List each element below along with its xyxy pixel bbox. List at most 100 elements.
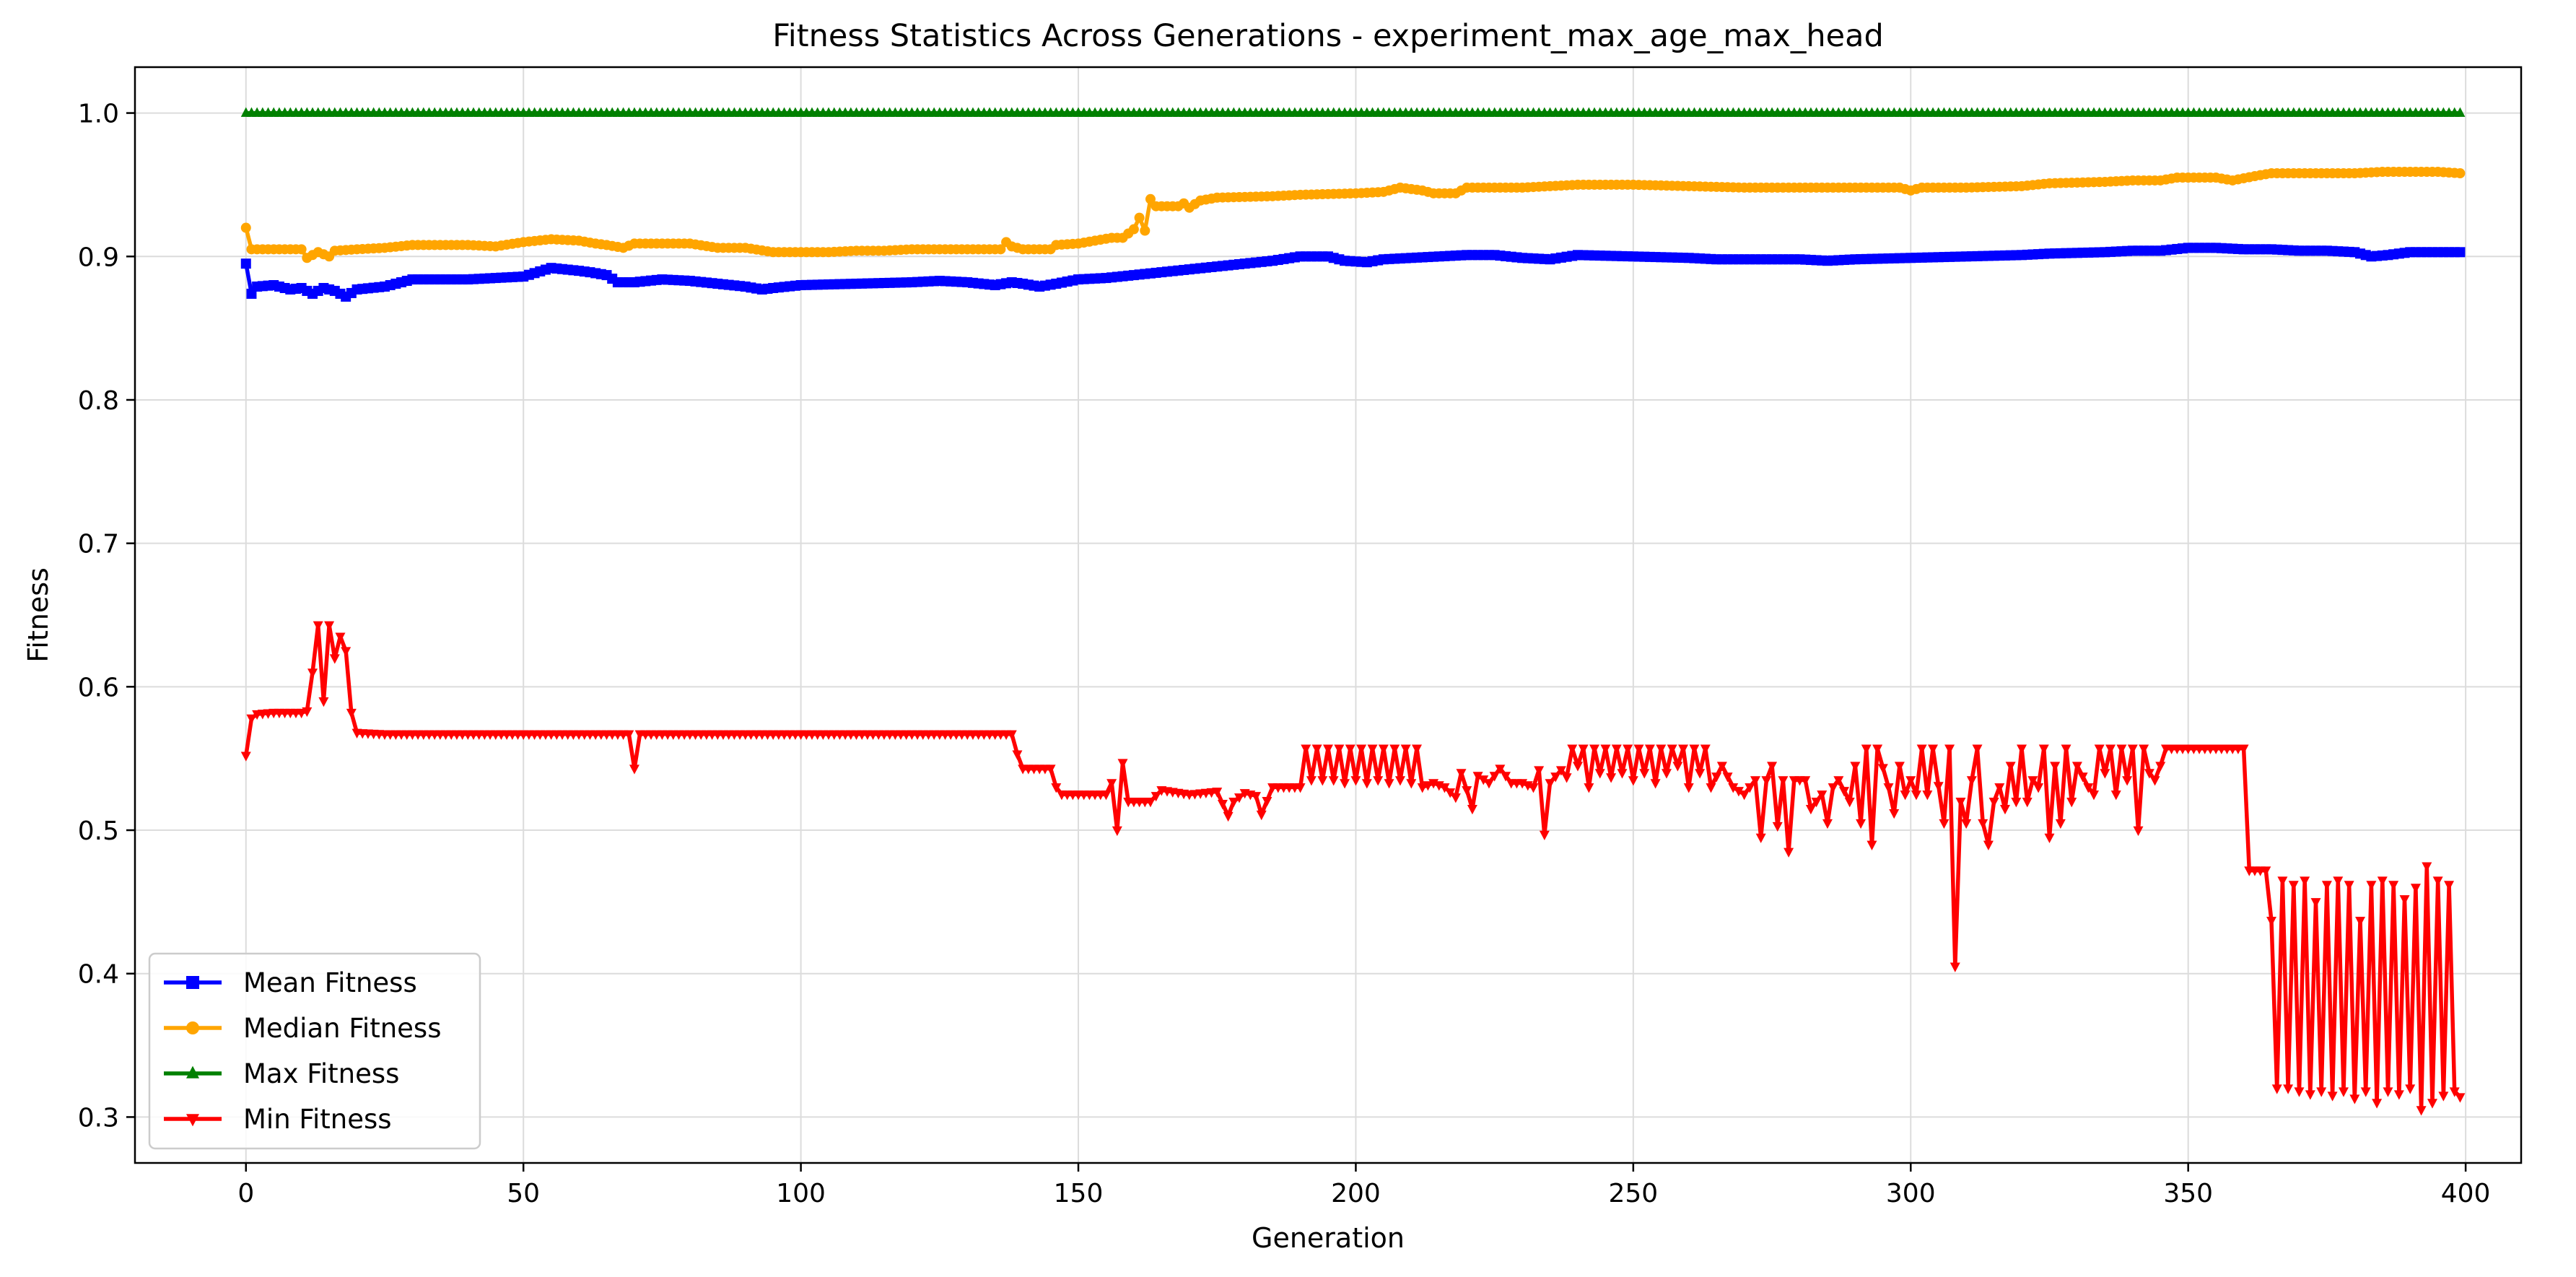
min-fitness-point [1262,797,1272,807]
min-fitness-point [2432,876,2443,886]
min-fitness-point [2410,884,2421,894]
min-fitness-point [1356,744,1367,754]
min-fitness-point [1340,779,1350,789]
min-fitness-point [1639,769,1650,779]
min-fitness-point [2149,776,2160,786]
min-fitness-point [1800,776,1811,786]
min-fitness-point [2061,744,2071,754]
min-fitness-point [1623,744,1633,754]
min-fitness-point [1611,744,1622,754]
median-fitness-point [1128,224,1139,235]
min-fitness-point [1728,783,1739,793]
min-fitness-point [302,707,313,718]
min-fitness-point [1856,819,1866,829]
max-fitness-series [240,107,2466,117]
min-fitness-point [1955,798,1966,808]
y-tick-label: 0.8 [78,386,119,416]
chart-legend: Mean Fitness Median Fitness Max Fitness Min… [148,952,481,1150]
min-fitness-point [1251,792,1262,802]
median-fitness-point [1134,212,1145,223]
min-fitness-point [1223,811,1234,822]
min-fitness-point [1483,779,1494,789]
plot-frame [134,66,2523,1164]
legend-item-mean-fitness: Mean Fitness [164,967,417,998]
legend-label: Median Fitness [243,1013,441,1044]
min-fitness-point [1350,776,1361,786]
legend-item-median-fitness: Median Fitness [164,1013,441,1044]
min-fitness-point [1594,769,1605,779]
min-fitness-point [1234,793,1244,803]
legend-swatch-marker [186,1021,199,1034]
min-fitness-point [1328,776,1339,786]
min-fitness-point [1323,744,1333,754]
series-lines [240,107,2466,1116]
min-fitness-point [2316,1087,2327,1097]
x-tick-label: 0 [237,1179,254,1208]
min-fitness-point [1478,775,1489,785]
min-fitness-point [1883,783,1894,793]
min-fitness-point [1373,776,1384,786]
min-fitness-point [1972,744,1983,754]
min-fitness-point [341,647,352,657]
min-fitness-point [1417,783,1428,793]
min-fitness-point [1811,798,1822,808]
min-fitness-point [2261,866,2271,876]
min-fitness-point [2027,776,2038,786]
min-fitness-point [1378,744,1389,754]
min-fitness-point [2366,881,2377,891]
min-fitness-point [1400,744,1411,754]
min-fitness-point [1539,830,1550,841]
min-fitness-point [1439,783,1450,793]
min-fitness-point [1894,762,1905,772]
y-tick-label: 0.3 [78,1103,119,1133]
min-fitness-point [1939,819,1950,829]
y-tick-label: 0.5 [78,816,119,846]
min-fitness-point [2083,783,2094,793]
min-fitness-point [1872,744,1883,754]
min-fitness-point [1334,744,1345,754]
min-fitness-point [2338,1087,2349,1097]
min-fitness-point [307,668,318,679]
min-fitness-point [1589,744,1600,754]
min-fitness-point [1994,783,2005,793]
min-fitness-point [1534,766,1545,776]
min-fitness-point [1445,788,1456,798]
min-fitness-point [629,764,639,775]
min-fitness-point [1755,833,1766,844]
min-fitness-point [1656,744,1667,754]
min-fitness-point [2427,1099,2437,1109]
min-fitness-point [2005,762,2016,772]
min-fitness-point [324,621,335,631]
min-fitness-point [1389,744,1400,754]
min-fitness-point [1644,744,1655,754]
min-fitness-point [1761,776,1772,786]
min-fitness-point [1978,819,1988,829]
min-fitness-point [2238,744,2249,754]
min-fitness-point [2077,772,2088,783]
min-fitness-point [2116,744,2127,754]
min-fitness-point [1555,766,1566,776]
min-fitness-point [2088,790,2099,801]
min-fitness-point [1384,779,1394,789]
min-fitness-point [1944,744,1955,754]
grid-lines [135,67,2521,1163]
min-fitness-point [2022,798,2033,808]
min-fitness-point [1983,840,1994,850]
min-fitness-point [1877,764,1888,774]
min-fitness-line [244,623,2462,1112]
min-fitness-series [240,621,2466,1116]
min-fitness-point [2038,744,2049,754]
x-tick-label: 400 [2441,1179,2491,1208]
min-fitness-point [2033,783,2044,793]
x-axis-label: Generation [1252,1222,1405,1254]
min-fitness-point [2283,1084,2294,1094]
min-fitness-point [2321,881,2332,891]
min-fitness-point [1406,779,1417,789]
min-fitness-point [1933,782,1944,792]
min-fitness-point [2416,1106,2427,1116]
min-fitness-point [1739,790,1750,801]
min-fitness-point [2405,1084,2416,1094]
min-fitness-point [1916,744,1927,754]
min-fitness-point [2266,916,2277,927]
